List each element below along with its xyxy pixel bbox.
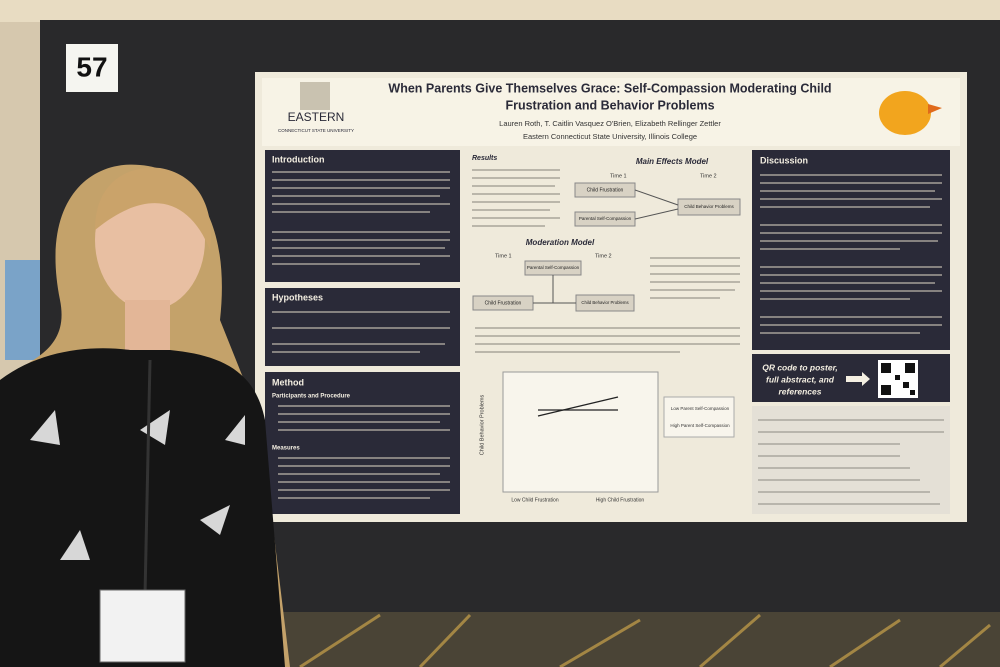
qr-arrow bbox=[846, 372, 870, 386]
body-text-lines bbox=[472, 169, 740, 353]
person bbox=[0, 164, 290, 667]
qr-text: QR code to poster, bbox=[762, 362, 838, 372]
model-label: Time 2 bbox=[700, 173, 717, 179]
qr-pattern bbox=[881, 363, 915, 395]
section-heading: Method bbox=[272, 377, 304, 387]
figure-lines bbox=[537, 396, 619, 417]
duck-icon bbox=[879, 91, 931, 135]
number-card bbox=[66, 44, 118, 92]
poster-title: When Parents Give Themselves Grace: Self… bbox=[388, 81, 831, 95]
logo-subtitle: CONNECTICUT STATE UNIVERSITY bbox=[278, 128, 354, 133]
carpet-pattern bbox=[299, 613, 991, 667]
body-text-lines bbox=[272, 171, 450, 499]
node-label: Parental Self-Compassion bbox=[579, 216, 632, 221]
legend-entry: High Parent Self-Compassion bbox=[670, 423, 730, 428]
subsection-heading: Measures bbox=[272, 446, 300, 452]
node-label: Child Behavior Problems bbox=[581, 300, 628, 305]
model-label: Time 1 bbox=[495, 253, 512, 259]
poster-header bbox=[262, 78, 960, 146]
model-arrows bbox=[634, 189, 679, 220]
model-arrows bbox=[533, 275, 576, 304]
intro-box bbox=[265, 150, 460, 282]
booth-number: 57 bbox=[76, 51, 107, 82]
node-label: Child Behavior Problems bbox=[684, 204, 734, 209]
node-label: Child Frustration bbox=[485, 300, 522, 306]
section-heading: Hypotheses bbox=[272, 292, 323, 302]
section-heading: Results bbox=[472, 155, 497, 162]
duck-beak bbox=[928, 104, 942, 114]
logo-name: EASTERN bbox=[288, 110, 345, 124]
model-heading: Main Effects Model bbox=[636, 157, 709, 166]
figure-plot bbox=[502, 371, 659, 493]
qr-text: references bbox=[778, 386, 821, 396]
discussion-box bbox=[752, 150, 950, 350]
logo-emblem bbox=[300, 82, 330, 110]
table-lines bbox=[758, 419, 944, 505]
ceiling bbox=[0, 0, 1000, 22]
figure-y-label: Child Behavior Problems bbox=[479, 394, 485, 455]
figure-x-label: Low Child Frustration bbox=[511, 497, 558, 503]
figure-x-label: High Child Frustration bbox=[596, 497, 645, 503]
qr-text: full abstract, and bbox=[766, 374, 835, 384]
correlation-table bbox=[752, 406, 950, 514]
node-label: Parental Self-Compassion bbox=[527, 265, 580, 270]
model-label: Time 1 bbox=[610, 173, 627, 179]
poster-authors: Lauren Roth, T. Caitlin Vasquez O'Brien,… bbox=[499, 119, 721, 128]
hypotheses-box bbox=[265, 288, 460, 366]
poster-title: Frustration and Behavior Problems bbox=[505, 98, 714, 112]
model-label: Time 2 bbox=[595, 253, 612, 259]
legend-entry: Low Parent Self-Compassion bbox=[671, 406, 730, 411]
poster-affiliation: Eastern Connecticut State University, Il… bbox=[523, 132, 697, 141]
subsection-heading: Participants and Procedure bbox=[272, 394, 351, 400]
model-node bbox=[677, 198, 741, 216]
section-heading: Discussion bbox=[760, 155, 808, 165]
figure-legend bbox=[663, 396, 735, 438]
body-text-lines bbox=[760, 174, 942, 334]
node-label: Child Frustration bbox=[587, 187, 624, 193]
model-heading: Moderation Model bbox=[526, 238, 595, 247]
section-heading: Introduction bbox=[272, 154, 325, 164]
